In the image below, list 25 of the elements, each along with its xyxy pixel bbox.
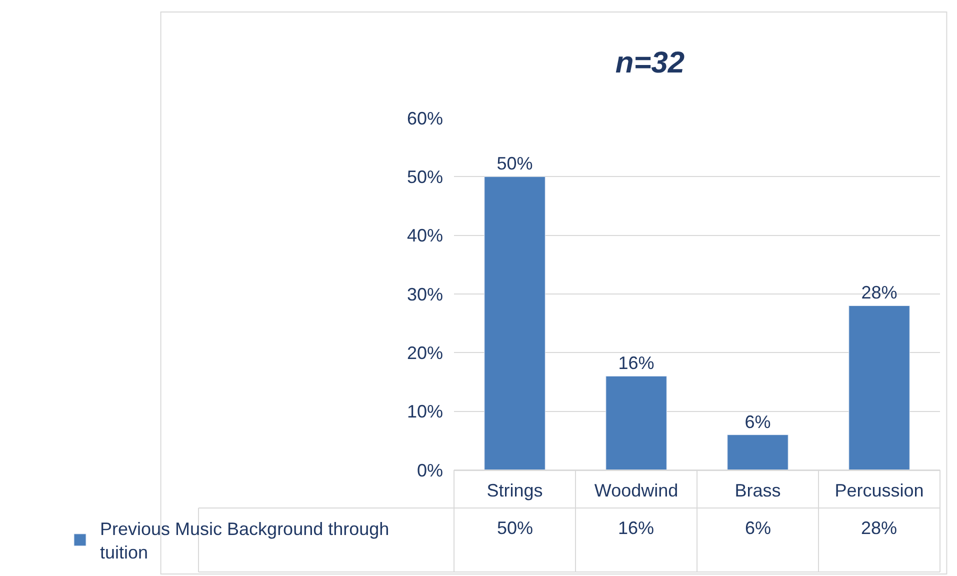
text: 50% bbox=[496, 154, 533, 174]
chart-title: n=32 bbox=[615, 46, 685, 80]
y-tick-label: 0% bbox=[417, 460, 444, 480]
x-tick-label: Woodwind bbox=[594, 480, 678, 501]
bar bbox=[484, 176, 546, 470]
data-label: 16% bbox=[618, 518, 654, 538]
y-tick-label: 30% bbox=[407, 284, 444, 304]
text: 16% bbox=[618, 353, 654, 374]
x-tick-label: Percussion bbox=[834, 480, 924, 501]
y-tick-label: 10% bbox=[407, 402, 444, 422]
y-tick-label: 20% bbox=[407, 342, 444, 363]
x-tick-label: Strings bbox=[486, 480, 543, 501]
bar bbox=[848, 305, 910, 470]
y-tick-label: 60% bbox=[407, 108, 444, 128]
text: 28% bbox=[861, 282, 898, 303]
data-label: 50% bbox=[497, 518, 534, 538]
text: 6% bbox=[744, 412, 771, 432]
bar bbox=[727, 434, 788, 470]
y-tick-label: 50% bbox=[407, 166, 444, 187]
data-label: 28% bbox=[861, 518, 898, 538]
x-tick-label: Brass bbox=[734, 480, 781, 501]
bar bbox=[606, 376, 667, 470]
legend-label: Previous Music Background through tuition bbox=[100, 519, 390, 563]
data-label: 6% bbox=[745, 518, 772, 538]
y-tick-label: 40% bbox=[407, 226, 444, 246]
